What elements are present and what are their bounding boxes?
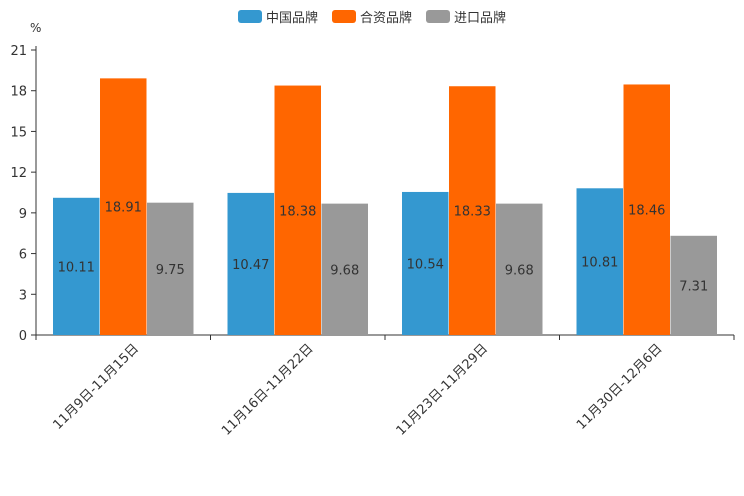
bar-import-brand: [670, 235, 717, 335]
legend-label-import-brand: 进口品牌: [454, 11, 507, 26]
bar-china-brand: [53, 197, 100, 335]
x-tick-label: 11月30日-12月6日: [574, 341, 666, 433]
bar-joint-venture-brand: [100, 78, 147, 335]
chart-legend: 中国品牌 合资品牌 进口品牌: [0, 7, 744, 26]
y-tick-label: 3: [19, 288, 27, 303]
bar-value-label: 10.47: [232, 258, 269, 273]
bar-value-label: 9.68: [505, 263, 534, 278]
bar-value-label: 9.75: [156, 263, 185, 278]
bar-china-brand: [227, 192, 274, 335]
y-tick-label: 15: [10, 125, 27, 140]
bar-import-brand: [496, 203, 543, 335]
legend-swatch-china-brand: [237, 10, 262, 23]
bar-value-label: 9.68: [330, 263, 359, 278]
legend-label-china-brand: 中国品牌: [265, 11, 318, 26]
bar-import-brand: [147, 202, 194, 335]
bar-china-brand: [402, 191, 449, 335]
bar-value-label: 18.33: [454, 205, 491, 220]
bar-value-label: 10.81: [581, 256, 618, 271]
y-tick-label: 12: [10, 166, 27, 181]
legend-item-china-brand[interactable]: 中国品牌: [237, 7, 318, 26]
legend-label-joint-venture-brand: 合资品牌: [359, 11, 412, 26]
y-axis-unit-label: %: [30, 21, 42, 35]
bar-value-label: 18.38: [279, 204, 316, 219]
y-tick-label: 6: [19, 248, 27, 263]
bar-value-label: 7.31: [679, 279, 708, 294]
bar-joint-venture-brand: [623, 84, 670, 335]
legend-swatch-joint-venture-brand: [331, 10, 356, 23]
bar-joint-venture-brand: [274, 85, 321, 335]
bar-joint-venture-brand: [449, 86, 496, 335]
bar-import-brand: [321, 203, 368, 335]
bar-value-label: 18.46: [628, 204, 665, 219]
bar-china-brand: [576, 188, 623, 335]
x-tick-label: 11月23日-11月29日: [394, 341, 491, 438]
y-tick-label: 9: [19, 207, 27, 222]
legend-item-import-brand[interactable]: 进口品牌: [426, 7, 506, 26]
y-tick-label: 0: [19, 329, 27, 344]
y-tick-label: 18: [10, 85, 27, 100]
legend-swatch-import-brand: [426, 10, 450, 23]
bar-value-label: 18.91: [105, 201, 142, 216]
bar-value-label: 10.54: [407, 257, 444, 272]
x-tick-label: 11月16日-11月22日: [219, 341, 316, 438]
y-tick-label: 21: [10, 44, 27, 59]
legend-item-joint-venture-brand[interactable]: 合资品牌: [331, 7, 412, 26]
x-tick-label: 11月9日-11月15日: [50, 341, 142, 433]
bar-value-label: 10.11: [58, 260, 95, 275]
